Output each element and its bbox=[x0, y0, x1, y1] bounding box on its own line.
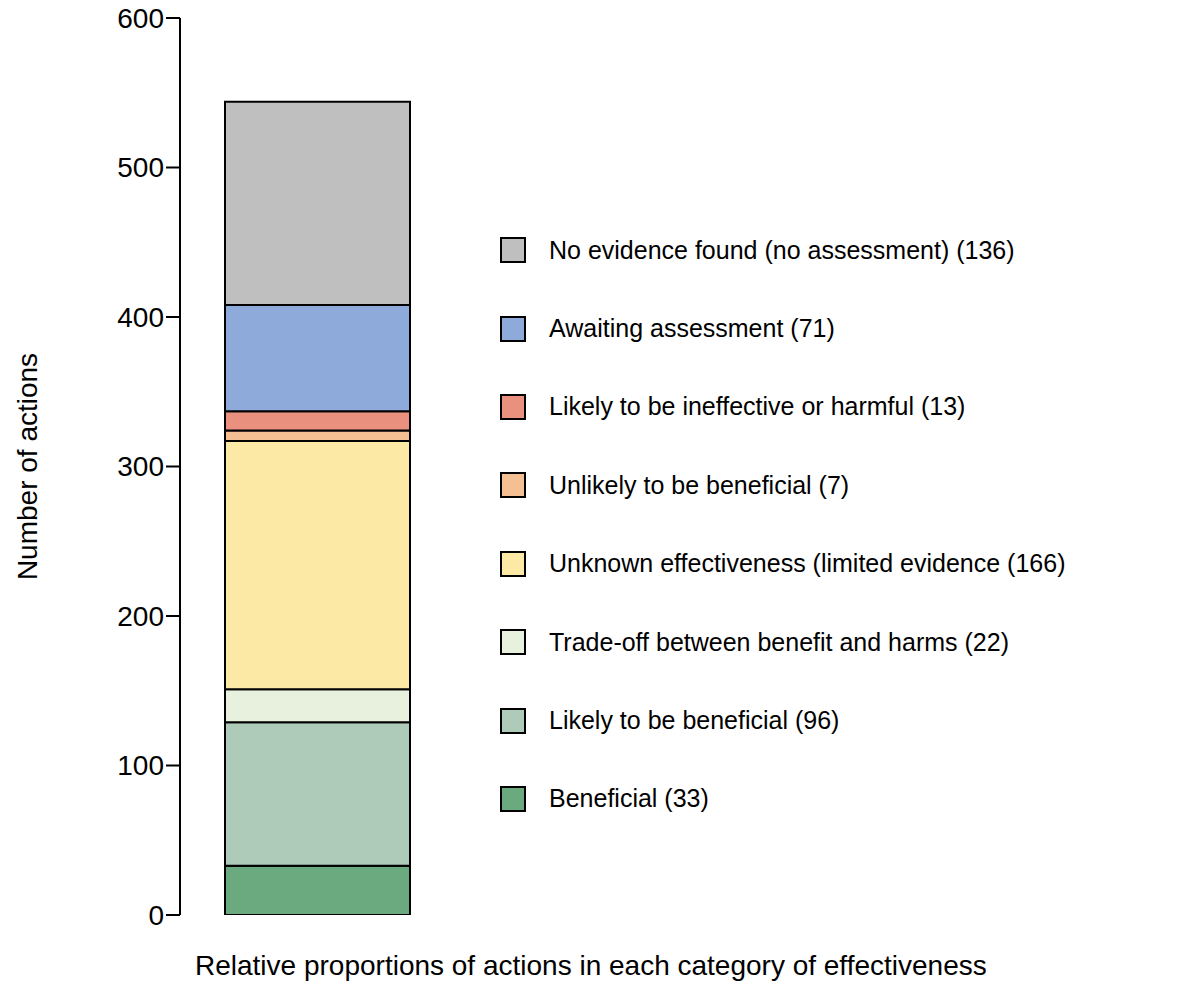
html-text:Likely to be ineffective or ha: Likely to be ineffective or harmful (13) bbox=[549, 392, 966, 421]
svg-text:500: 500 bbox=[117, 152, 164, 183]
html-text:Beneficial (33): Beneficial (33) bbox=[549, 784, 709, 813]
html-text:No evidence found (no assessme: No evidence found (no assessment) (136) bbox=[549, 235, 1015, 264]
svg-text:300: 300 bbox=[117, 451, 164, 482]
svg-text:Number of actions: Number of actions bbox=[12, 353, 43, 580]
html-text:Likely to be beneficial (96): Likely to be beneficial (96) bbox=[549, 706, 840, 734]
svg-text:100: 100 bbox=[117, 750, 164, 781]
html-text:Unknown effectiveness (limited: Unknown effectiveness (limited evidence … bbox=[549, 549, 1066, 578]
html-text:Relative proportions of action: Relative proportions of actions in each … bbox=[195, 950, 987, 981]
svg-text:200: 200 bbox=[117, 601, 164, 632]
svg-text:600: 600 bbox=[117, 3, 164, 34]
html-text:Trade-off between benefit and: Trade-off between benefit and harms (22) bbox=[549, 627, 1009, 656]
html-text:Awaiting assessment (71): Awaiting assessment (71) bbox=[549, 314, 835, 343]
html-text:Unlikely to be beneficial (7): Unlikely to be beneficial (7) bbox=[549, 470, 850, 499]
svg-text:400: 400 bbox=[117, 302, 164, 333]
svg-text:0: 0 bbox=[148, 900, 164, 931]
